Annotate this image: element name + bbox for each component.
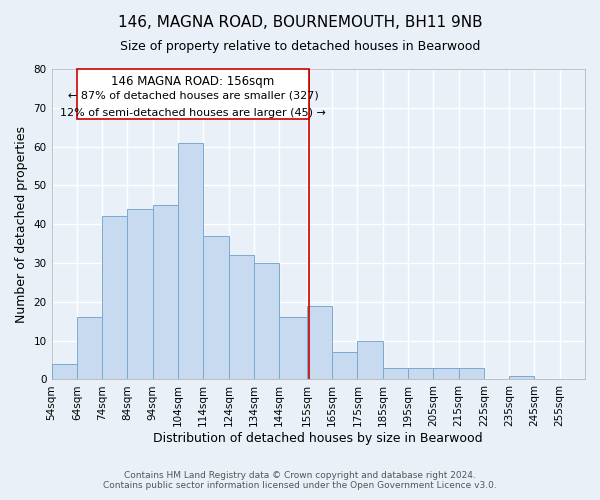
Bar <box>203 236 229 380</box>
Bar <box>127 208 152 380</box>
Bar <box>307 306 332 380</box>
Bar <box>383 368 408 380</box>
Text: ← 87% of detached houses are smaller (327): ← 87% of detached houses are smaller (32… <box>68 90 319 101</box>
Bar <box>52 364 77 380</box>
X-axis label: Distribution of detached houses by size in Bearwood: Distribution of detached houses by size … <box>154 432 483 445</box>
Bar <box>77 318 102 380</box>
Text: 12% of semi-detached houses are larger (45) →: 12% of semi-detached houses are larger (… <box>60 108 326 118</box>
FancyBboxPatch shape <box>77 69 310 119</box>
Y-axis label: Number of detached properties: Number of detached properties <box>15 126 28 322</box>
Bar <box>509 376 535 380</box>
Bar <box>458 368 484 380</box>
Bar <box>408 368 433 380</box>
Bar <box>358 340 383 380</box>
Bar <box>229 256 254 380</box>
Text: 146, MAGNA ROAD, BOURNEMOUTH, BH11 9NB: 146, MAGNA ROAD, BOURNEMOUTH, BH11 9NB <box>118 15 482 30</box>
Text: Contains HM Land Registry data © Crown copyright and database right 2024.
Contai: Contains HM Land Registry data © Crown c… <box>103 470 497 490</box>
Bar <box>332 352 358 380</box>
Bar <box>279 318 307 380</box>
Bar <box>433 368 458 380</box>
Bar <box>102 216 127 380</box>
Bar <box>178 142 203 380</box>
Bar <box>254 263 279 380</box>
Text: Size of property relative to detached houses in Bearwood: Size of property relative to detached ho… <box>120 40 480 53</box>
Text: 146 MAGNA ROAD: 156sqm: 146 MAGNA ROAD: 156sqm <box>112 75 275 88</box>
Bar <box>152 205 178 380</box>
